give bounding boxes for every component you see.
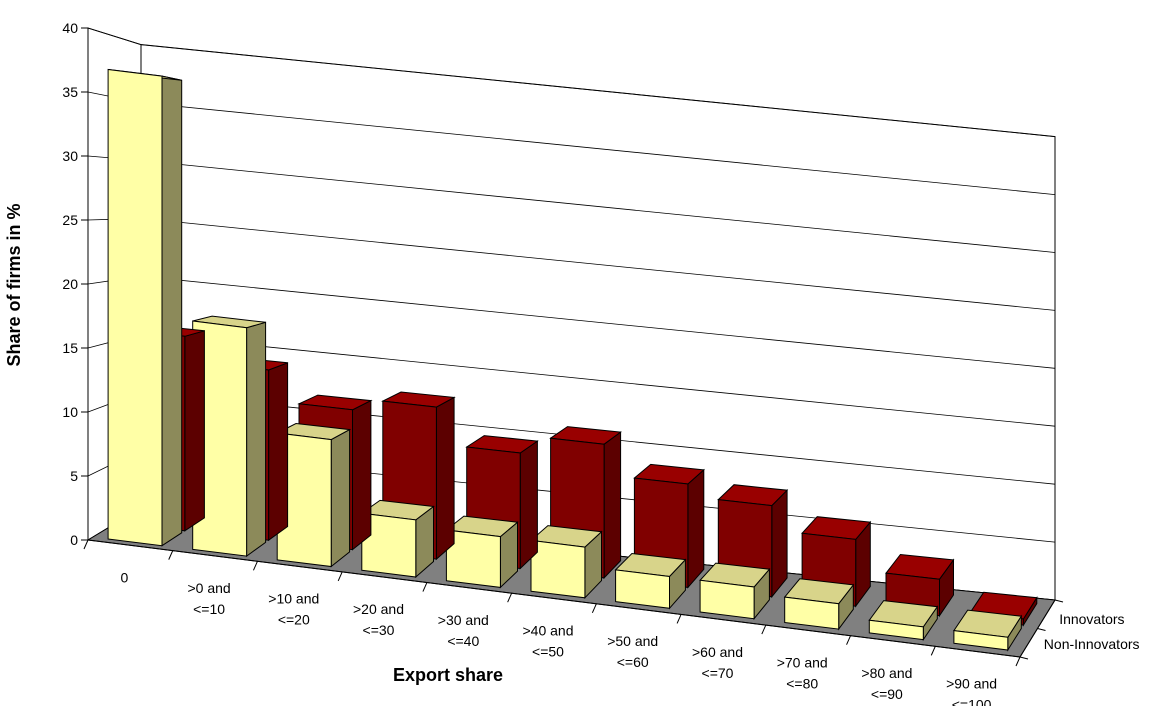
bar-non-innovators	[783, 578, 855, 631]
x-tick-mark	[676, 614, 682, 624]
bar-non-innovators	[360, 499, 435, 579]
x-tick-label-line: <=30	[363, 622, 395, 638]
bars	[107, 68, 1038, 652]
x-tick-label: >50 and <=60	[607, 633, 658, 670]
x-tick-mark	[1015, 656, 1021, 667]
x-tick-label-line: <=70	[702, 665, 734, 681]
x-tick-mark	[846, 635, 852, 645]
depth-tick-mark	[1037, 628, 1046, 631]
x-tick-mark	[930, 646, 936, 656]
x-tick-label: 0	[121, 569, 129, 585]
bar-side	[519, 440, 538, 570]
bar-non-innovators	[699, 562, 771, 621]
bar-non-innovators	[192, 315, 267, 558]
x-tick-label-line: 0	[121, 569, 129, 585]
x-tick-mark	[591, 603, 597, 614]
bar-front	[953, 630, 1009, 651]
bar-non-innovators	[529, 525, 603, 600]
bar-side	[687, 468, 705, 589]
bar-non-innovators	[107, 68, 183, 547]
x-axis-title: Export share	[393, 665, 503, 685]
y-tick-label: 15	[62, 340, 78, 356]
bar-non-innovators	[445, 515, 519, 589]
y-tick-label: 25	[62, 212, 78, 228]
bar-side	[246, 321, 267, 558]
bar-non-innovators	[275, 422, 352, 568]
x-tick-label-line: <=10	[193, 601, 225, 617]
bar-side	[268, 362, 289, 542]
bar-front	[530, 539, 586, 599]
x-tick-label-line: <=90	[871, 686, 903, 702]
series-axis-labels: Innovators Non-Innovators	[1019, 599, 1140, 660]
bar-front	[615, 569, 670, 609]
x-tick-label-line: <=40	[447, 633, 479, 649]
x-tick-label-line: <=50	[532, 644, 564, 660]
x-tick-mark	[337, 571, 343, 582]
bar-side	[771, 488, 788, 599]
bar-side	[603, 431, 622, 580]
x-tick-label-line: >30 and	[438, 612, 489, 628]
depth-tick-mark	[1019, 656, 1029, 660]
x-tick-label: >70 and <=80	[777, 654, 828, 691]
x-tick-mark	[422, 582, 428, 592]
x-tick-label: >40 and <=50	[523, 623, 574, 660]
series-label: Non-Innovators	[1044, 636, 1140, 652]
bar-non-innovators	[614, 552, 687, 610]
x-tick-label: >10 and <=20	[268, 591, 319, 628]
bar-side	[435, 396, 455, 561]
x-tick-label-line: >80 and	[861, 665, 912, 681]
y-tick-label: 35	[62, 84, 78, 100]
y-tick-label: 30	[62, 148, 78, 164]
x-tick-mark	[507, 592, 513, 603]
y-axis-ticks: 0 5 10 15 20 25 30 35 40	[62, 20, 89, 548]
x-tick-label: >80 and <=90	[861, 665, 912, 702]
x-tick-label-line: >10 and	[268, 591, 319, 607]
x-tick-mark	[761, 624, 767, 635]
x-tick-label-line: >50 and	[607, 633, 658, 649]
bar-front	[784, 596, 840, 630]
x-tick-label-line: >0 and	[187, 580, 230, 596]
x-tick-label: >30 and <=40	[438, 612, 489, 649]
bar-side	[184, 330, 205, 532]
y-axis-title: Share of firms in %	[4, 203, 24, 366]
gridline	[87, 27, 1056, 137]
bar-side	[352, 399, 372, 551]
y-tick-label: 10	[62, 404, 78, 420]
x-tick-label-line: <=100	[952, 697, 992, 706]
x-axis-categories: 0 >0 and <=10 >10 and <=20 >20 and <=30 >30 and…	[83, 539, 1021, 706]
x-tick-mark	[168, 550, 174, 560]
x-tick-label: >20 and <=30	[353, 601, 404, 638]
x-tick-label: >60 and <=70	[692, 644, 743, 681]
x-tick-label-line: >60 and	[692, 644, 743, 660]
bar-front	[699, 579, 755, 620]
depth-tick-mark	[1054, 599, 1064, 603]
bar-side	[330, 428, 351, 568]
y-tick-label: 20	[62, 276, 78, 292]
x-tick-label: >0 and <=10	[187, 580, 230, 617]
x-tick-label-line: >20 and	[353, 601, 404, 617]
x-tick-mark	[252, 561, 258, 571]
x-tick-label-line: >70 and	[777, 654, 828, 670]
x-tick-label-line: >40 and	[523, 623, 574, 639]
bar-front	[868, 619, 924, 641]
x-axis-line	[87, 539, 1021, 658]
x-tick-label-line: <=80	[786, 675, 818, 691]
y-tick-label: 40	[62, 20, 78, 36]
y-tick-label: 5	[70, 468, 78, 484]
bar-non-innovators	[953, 609, 1023, 652]
series-label: Innovators	[1059, 611, 1124, 627]
x-tick-label-line: <=20	[278, 612, 310, 628]
x-tick-mark	[83, 539, 89, 550]
x-tick-label-line: <=60	[617, 654, 649, 670]
bar-front	[107, 68, 163, 547]
bar-side	[161, 75, 183, 547]
x-tick-label: >90 and <=100	[946, 676, 997, 706]
y-tick-label: 0	[70, 532, 78, 548]
bar-non-innovators	[868, 600, 939, 642]
x-tick-label-line: >90 and	[946, 676, 997, 692]
